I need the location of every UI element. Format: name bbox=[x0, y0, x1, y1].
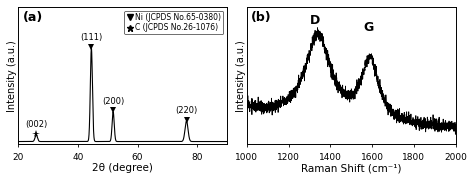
Y-axis label: Intensity (a.u.): Intensity (a.u.) bbox=[7, 40, 17, 112]
Text: (220): (220) bbox=[175, 106, 198, 115]
Text: (002): (002) bbox=[25, 120, 47, 129]
Text: G: G bbox=[364, 21, 374, 34]
Y-axis label: Intensity (a.u.): Intensity (a.u.) bbox=[236, 40, 246, 112]
Text: D: D bbox=[310, 14, 320, 27]
Text: (111): (111) bbox=[80, 33, 102, 42]
X-axis label: Raman Shift (cm⁻¹): Raman Shift (cm⁻¹) bbox=[301, 163, 401, 173]
X-axis label: 2θ (degree): 2θ (degree) bbox=[92, 163, 153, 173]
Legend: Ni (JCPDS No.65-0380), C (JCPDS No.26-1076): Ni (JCPDS No.65-0380), C (JCPDS No.26-10… bbox=[124, 11, 223, 35]
Text: (200): (200) bbox=[102, 97, 124, 106]
Text: (b): (b) bbox=[251, 11, 272, 24]
Text: (a): (a) bbox=[22, 11, 43, 24]
